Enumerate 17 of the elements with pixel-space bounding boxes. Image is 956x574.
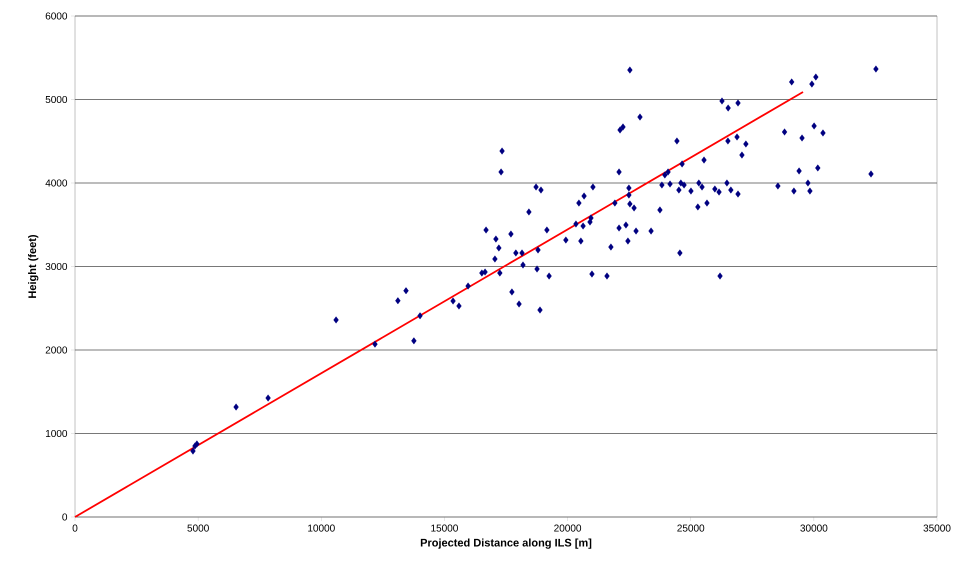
x-tick-label: 0 [72, 524, 78, 532]
y-tick-label: 0 [62, 513, 68, 521]
y-tick-label: 4000 [45, 179, 68, 187]
x-tick-label: 5000 [187, 524, 209, 532]
x-tick-label: 15000 [431, 524, 458, 532]
x-axis-title: Projected Distance along ILS [m] [420, 538, 592, 549]
x-tick-label: 30000 [800, 524, 828, 532]
y-tick-label: 2000 [46, 346, 68, 354]
y-tick-label: 3000 [46, 262, 68, 270]
y-axis-title: Height (feet) [28, 234, 38, 298]
y-tick-label: 5000 [46, 96, 68, 104]
y-tick-label: 6000 [46, 12, 68, 20]
x-tick-label: 25000 [677, 524, 704, 532]
x-tick-label: 10000 [308, 524, 335, 532]
x-tick-label: 20000 [554, 524, 582, 532]
x-tick-label: 35000 [923, 524, 951, 532]
y-tick-label: 1000 [46, 430, 68, 438]
